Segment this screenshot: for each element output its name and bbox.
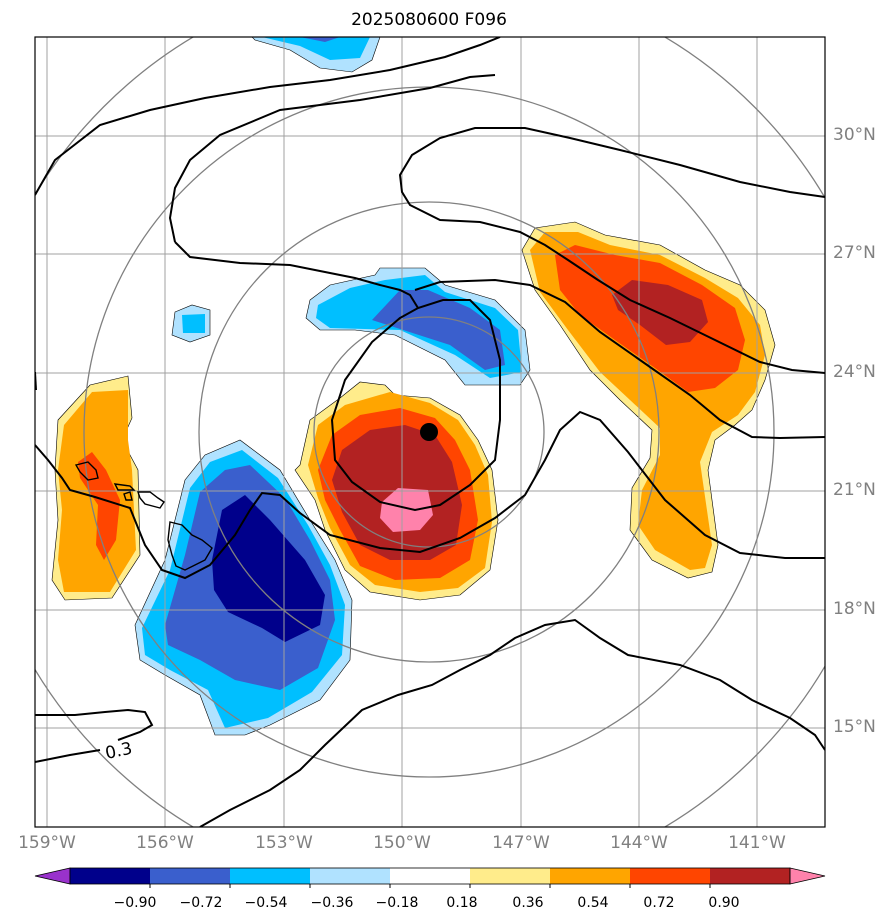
colorbar-tick-label: −0.54 [244,895,288,911]
storm-center-dot [420,423,438,441]
colorbar-tick-label: 0.72 [643,895,675,911]
lon-label: 150°W [373,833,431,853]
lat-label: 21°N [833,480,876,500]
colorbar-segment [230,868,310,884]
lon-label: 156°W [136,833,194,853]
lat-label: 27°N [833,243,876,263]
map-title: 2025080600 F096 [351,10,507,30]
lat-label: 24°N [833,362,876,382]
colorbar-tick-label: −0.90 [113,895,157,911]
colorbar-tick-label: 0.54 [577,895,609,911]
lat-label: 18°N [833,599,876,619]
colorbar-segment [630,868,710,884]
colorbar-tick-label: −0.18 [375,895,419,911]
colorbar-outline [69,867,791,885]
colorbar-extend-min [34,867,71,885]
lon-label: 159°W [18,833,76,853]
colorbar-tick-label: 0.90 [708,895,740,911]
colorbar-tick-label: 0.36 [512,895,544,911]
filled-contours [51,37,776,736]
colorbar-segment [70,868,150,884]
map-frame [34,36,826,828]
colorbar-tick-label: 0.18 [446,895,478,911]
peak-positive-region [380,488,433,532]
lat-label: 15°N [833,717,876,737]
colorbar-segment [150,868,230,884]
colorbar-extend-max [789,867,826,885]
lat-label: 30°N [833,125,876,145]
colorbar-segment [470,868,550,884]
lon-label: 147°W [492,833,550,853]
lon-label: 153°W [255,833,313,853]
black-contours [35,37,825,827]
colorbar-segment [710,868,790,884]
lon-label: 141°W [728,833,786,853]
lon-label: 144°W [610,833,668,853]
colorbar-segment [550,868,630,884]
coastlines [74,461,213,571]
range-rings [35,37,825,827]
colorbar-tick-label: −0.72 [179,895,223,911]
colorbar [34,867,826,888]
colorbar-segment [310,868,390,884]
colorbar-segment [390,868,470,884]
graticule [35,37,825,827]
colorbar-tick-label: −0.36 [310,895,354,911]
